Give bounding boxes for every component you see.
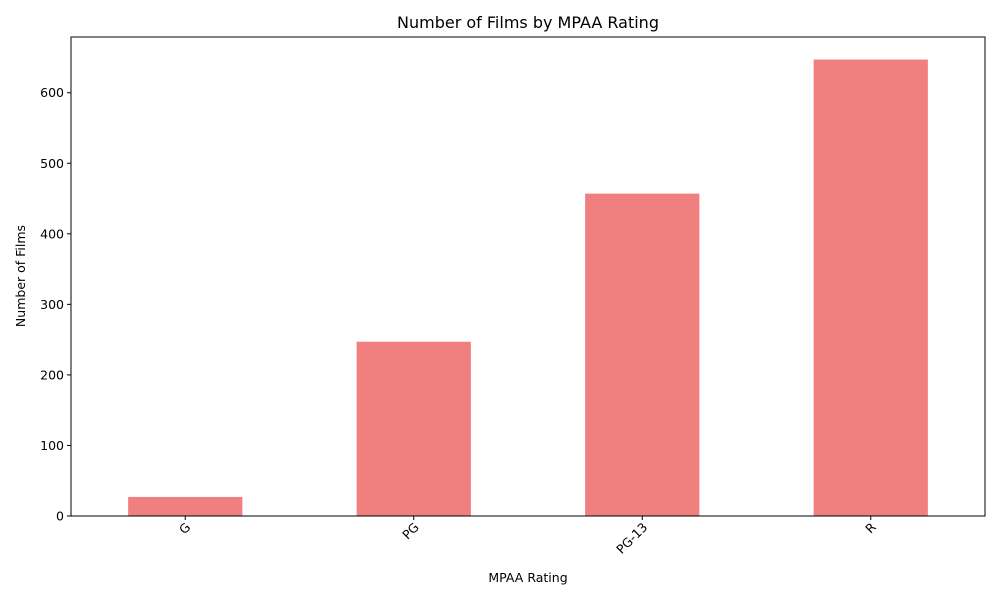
plot-frame bbox=[70, 36, 986, 517]
x-axis-label: MPAA Rating bbox=[488, 570, 567, 585]
bar-pg bbox=[356, 341, 471, 516]
bar-g bbox=[128, 496, 243, 516]
y-tick-label: 600 bbox=[40, 85, 64, 100]
bar-r bbox=[813, 59, 928, 517]
x-tick-label: R bbox=[862, 519, 879, 536]
bars-group bbox=[128, 59, 928, 517]
x-tick-label: PG bbox=[399, 520, 422, 543]
y-axis-label: Number of Films bbox=[13, 225, 28, 327]
x-tick-label: PG-13 bbox=[613, 520, 650, 557]
x-tick-label: G bbox=[176, 520, 193, 537]
y-tick-label: 0 bbox=[56, 509, 64, 524]
x-axis-ticks: G PG PG-13 R bbox=[176, 516, 879, 557]
y-tick-label: 100 bbox=[40, 438, 64, 453]
chart-title: Number of Films by MPAA Rating bbox=[397, 13, 659, 32]
y-tick-label: 300 bbox=[40, 297, 64, 312]
plot-area: 0 100 200 300 400 500 600 G PG PG-13 R bbox=[40, 36, 986, 557]
bar-pg-13 bbox=[585, 193, 700, 516]
y-tick-label: 400 bbox=[40, 226, 64, 241]
y-tick-label: 500 bbox=[40, 156, 64, 171]
y-tick-label: 200 bbox=[40, 367, 64, 382]
y-axis-ticks: 0 100 200 300 400 500 600 bbox=[40, 85, 71, 524]
